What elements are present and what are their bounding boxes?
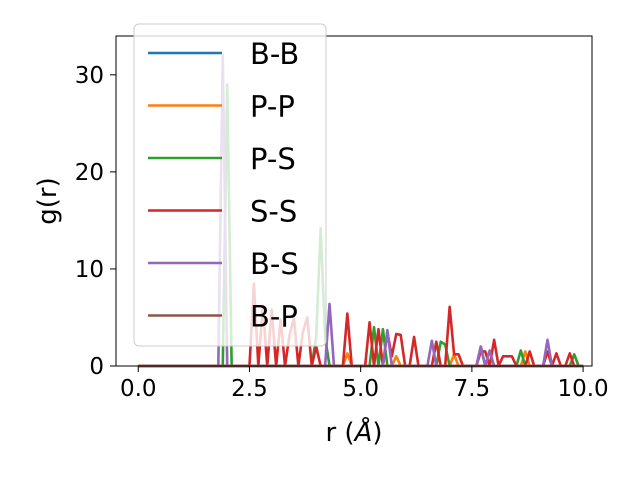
y-tick-label: 30 — [75, 63, 104, 89]
x-tick-label: 0.0 — [120, 376, 157, 402]
x-tick-label: 7.5 — [454, 376, 491, 402]
legend-label-b-s: B-S — [250, 247, 299, 281]
legend: B-B P-P P-S S-S B-S B-P — [133, 23, 327, 347]
legend-label-b-p: B-P — [250, 300, 298, 334]
legend-label-p-p: P-P — [250, 90, 295, 124]
x-tick-label: 10.0 — [557, 376, 608, 402]
x-tick-label: 2.5 — [231, 376, 268, 402]
legend-label-s-s: S-S — [250, 195, 297, 229]
y-tick-label: 10 — [75, 257, 104, 283]
legend-label-b-b: B-B — [250, 37, 299, 71]
legend-label-p-s: P-S — [250, 142, 296, 176]
x-tick-label: 5.0 — [342, 376, 379, 402]
x-axis-label: r (Å) — [325, 416, 382, 448]
y-tick-label: 0 — [89, 354, 104, 380]
legend-box — [133, 23, 327, 347]
y-axis-label: g(r) — [33, 177, 63, 224]
y-tick-label: 20 — [75, 160, 104, 186]
y-axis-ticks: 0 10 20 30 — [75, 63, 116, 380]
x-axis-ticks: 0.0 2.5 5.0 7.5 10.0 — [120, 366, 609, 402]
plot-frame — [115, 35, 593, 367]
